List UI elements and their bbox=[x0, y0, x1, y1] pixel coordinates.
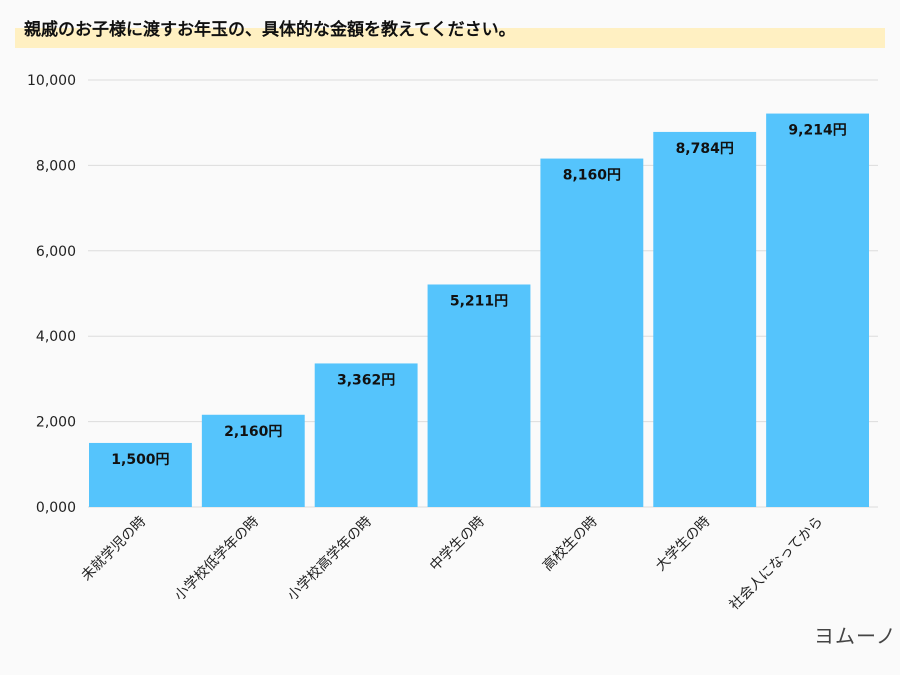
bar bbox=[89, 442, 192, 507]
data-label: 2,160円 bbox=[224, 424, 282, 440]
x-tick-label: 高校生の時 bbox=[539, 513, 601, 575]
chart-title: 親戚のお子様に渡すお年玉の、具体的な金額を教えてください。 bbox=[24, 20, 516, 40]
bar bbox=[314, 363, 418, 507]
bar bbox=[540, 158, 644, 507]
data-label: 5,211円 bbox=[450, 293, 508, 309]
x-tick-label: 中学生の時 bbox=[427, 514, 488, 575]
bar bbox=[766, 113, 869, 508]
data-label: 3,362円 bbox=[337, 372, 395, 388]
x-tick-label: 小学校低学年の時 bbox=[171, 513, 262, 604]
y-tick-label: 10,000 bbox=[27, 73, 76, 89]
y-tick-label: 6,000 bbox=[36, 244, 76, 260]
x-tick-label: 社会人になってから bbox=[726, 514, 826, 614]
y-tick-label: 8,000 bbox=[36, 158, 76, 174]
x-tick-label: 大学生の時 bbox=[653, 514, 714, 575]
data-label: 1,500円 bbox=[111, 452, 169, 468]
bar bbox=[653, 131, 757, 507]
y-tick-label: 4,000 bbox=[36, 329, 76, 345]
y-tick-label: 2,000 bbox=[36, 415, 76, 431]
x-tick-label: 未就学児の時 bbox=[79, 514, 150, 585]
bar bbox=[427, 284, 531, 507]
data-label: 8,784円 bbox=[676, 141, 734, 157]
data-label: 9,214円 bbox=[788, 123, 846, 139]
logo: ヨムーノ bbox=[814, 624, 897, 648]
x-tick-label: 小学校高学年の時 bbox=[284, 513, 375, 604]
y-tick-label: 0,000 bbox=[36, 500, 76, 516]
title-highlight bbox=[15, 28, 885, 48]
data-label: 8,160円 bbox=[563, 168, 621, 184]
bar bbox=[201, 414, 305, 507]
